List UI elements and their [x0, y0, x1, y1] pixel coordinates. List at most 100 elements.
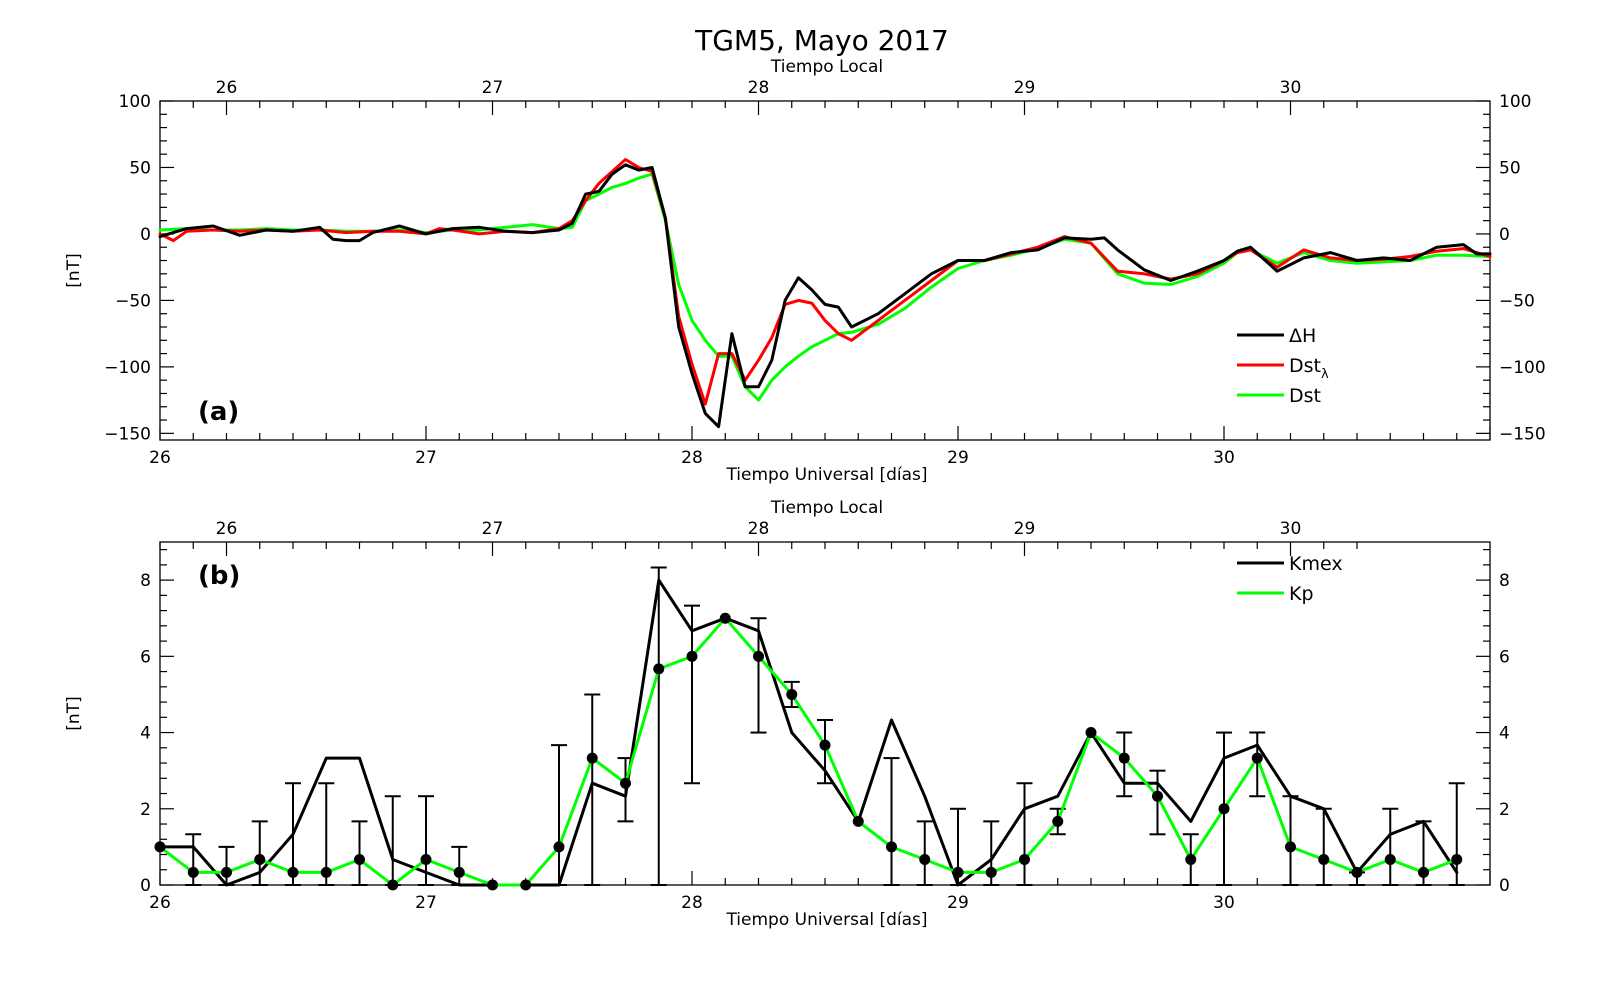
x2-tick-label: 28 — [748, 78, 770, 98]
kp-point — [952, 866, 964, 878]
y2-tick-label: −150 — [1499, 424, 1546, 444]
x-axis-label: Tiempo Universal [días] — [725, 465, 927, 485]
kp-point — [686, 650, 698, 662]
kp-point — [1152, 790, 1163, 802]
y-tick-label: 6 — [140, 647, 151, 667]
y2-tick-label: 2 — [1499, 800, 1510, 820]
y2-tick-label: 0 — [1499, 225, 1510, 245]
y-tick-label: 50 — [129, 158, 151, 178]
x-axis-label: Tiempo Universal [días] — [725, 910, 927, 930]
panel-a: 26 27 28 29 30 26 27 28 29 30 Tiempo Universal [dí… — [64, 57, 1546, 485]
legend-label-text: Dst — [1289, 385, 1321, 407]
kp-point — [1052, 815, 1064, 827]
panel-label: (a) — [198, 397, 239, 427]
kp-point — [1418, 866, 1429, 878]
legend-label: Dst — [1289, 385, 1321, 407]
kp-point — [985, 866, 997, 878]
chart-title: TGM5, Mayo 2017 — [694, 24, 949, 57]
kp-point — [1118, 752, 1130, 764]
y-tick-label: 0 — [140, 876, 151, 896]
x2-tick-label: 26 — [216, 78, 238, 98]
kp-point — [1451, 853, 1463, 865]
y-tick-label: 8 — [140, 571, 151, 591]
y2-tick-label: 50 — [1499, 158, 1521, 178]
kp-point — [719, 612, 731, 624]
x-tick-label: 26 — [149, 893, 171, 913]
series-line-1 — [158, 616, 1459, 887]
x2-tick-label: 27 — [482, 78, 504, 98]
legend-label-text: ΔH — [1289, 325, 1316, 347]
legend-label: Kmex — [1289, 553, 1343, 575]
kp-point — [187, 866, 199, 878]
x2-tick-label: 29 — [1014, 519, 1036, 539]
kp-point — [154, 841, 166, 853]
x2-tick-label: 30 — [1280, 519, 1302, 539]
kp-point — [387, 879, 399, 891]
y-tick-label: 4 — [140, 724, 151, 744]
x2-tick-label: 29 — [1014, 78, 1036, 98]
kp-point — [1351, 866, 1363, 878]
y-tick-label: 100 — [119, 92, 151, 112]
y-tick-label: −50 — [115, 291, 151, 311]
y-axis-label: [nT] — [64, 253, 84, 287]
x-tick-label: 29 — [947, 893, 969, 913]
legend-label-text: Kp — [1289, 583, 1314, 605]
kp-point — [520, 879, 532, 891]
kp-point — [1185, 853, 1197, 865]
x-tick-label: 30 — [1213, 448, 1235, 468]
x2-tick-label: 27 — [482, 519, 504, 539]
kp-point — [653, 663, 665, 675]
y2-tick-label: 6 — [1499, 647, 1510, 667]
x2-tick-label: 30 — [1280, 78, 1302, 98]
x2-tick-label: 26 — [216, 519, 238, 539]
kp-point — [420, 853, 432, 865]
kp-point — [886, 841, 897, 853]
kp-point — [919, 853, 931, 865]
x2-axis-label: Tiempo Local — [770, 498, 883, 518]
kp-point — [221, 866, 232, 878]
kp-point — [553, 841, 565, 853]
kp-point — [819, 739, 831, 751]
x-tick-label: 29 — [947, 448, 969, 468]
kp-point — [1085, 727, 1097, 739]
kp-point — [586, 752, 598, 764]
kp-point — [852, 815, 864, 827]
kp-point — [786, 688, 798, 700]
kp-point — [320, 866, 332, 878]
kp-point — [1285, 841, 1296, 853]
x2-axis-label: Tiempo Local — [770, 57, 883, 77]
kp-point — [487, 879, 498, 891]
series-line-0 — [158, 578, 1459, 887]
y-axis-label: [nT] — [64, 696, 84, 730]
y-tick-label: −150 — [104, 424, 151, 444]
kp-point — [1019, 853, 1030, 865]
y2-tick-label: −100 — [1499, 358, 1546, 378]
y-tick-label: 0 — [140, 225, 151, 245]
kp-point — [254, 853, 266, 865]
legend-label: Dstλ — [1289, 355, 1329, 382]
kp-point — [1384, 853, 1396, 865]
x-tick-label: 27 — [415, 893, 437, 913]
x-tick-label: 27 — [415, 448, 437, 468]
x-tick-label: 30 — [1213, 893, 1235, 913]
y2-tick-label: 8 — [1499, 571, 1510, 591]
kp-point — [453, 866, 465, 878]
legend-label: Kp — [1289, 583, 1314, 605]
x-tick-label: 28 — [681, 893, 703, 913]
y-tick-label: −100 — [104, 358, 151, 378]
y2-tick-label: 4 — [1499, 724, 1510, 744]
legend-label-subscript: λ — [1321, 367, 1329, 382]
kp-point — [753, 650, 764, 662]
x2-tick-label: 28 — [748, 519, 770, 539]
panel-label: (b) — [198, 561, 240, 591]
kp-point — [1318, 853, 1330, 865]
kp-point — [1251, 752, 1263, 764]
y-tick-label: 2 — [140, 800, 151, 820]
x-tick-label: 26 — [149, 448, 171, 468]
kp-point — [287, 866, 299, 878]
kp-point — [1218, 803, 1230, 815]
kp-point — [354, 853, 365, 865]
